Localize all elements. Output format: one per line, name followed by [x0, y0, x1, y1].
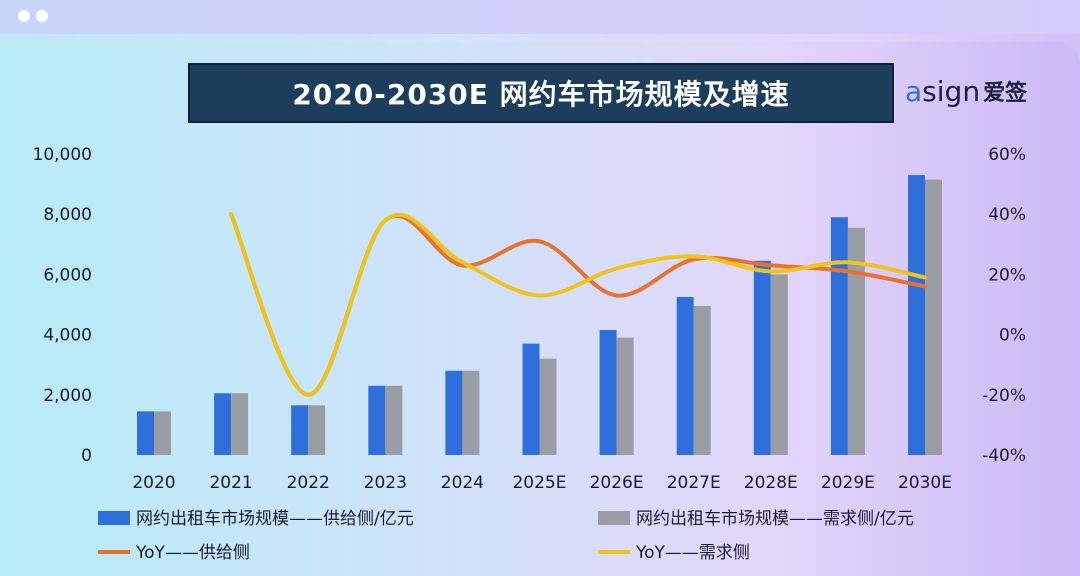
- y-tick-label: 8,000: [43, 205, 92, 225]
- bar-supply: [291, 405, 309, 455]
- chart-title: 2020-2030E 网约车市场规模及增速: [292, 78, 790, 111]
- legend-label: YoY——需求侧: [635, 543, 750, 563]
- x-tick-label: 2026E: [590, 473, 644, 493]
- y2-tick-label: 40%: [988, 205, 1026, 225]
- line-group: [229, 212, 927, 397]
- bar-demand: [616, 337, 634, 455]
- x-tick-label: 2029E: [821, 473, 875, 493]
- asign-logo: a sign 爱签: [905, 73, 1027, 109]
- x-tick-label: 2022: [287, 473, 330, 493]
- bar-supply: [137, 411, 154, 455]
- x-tick-label: 2025E: [512, 473, 566, 493]
- bar-demand: [770, 274, 788, 455]
- x-tick-label: 2024: [441, 473, 484, 493]
- bar-demand: [154, 411, 171, 455]
- bar-demand: [462, 370, 480, 455]
- x-tick-label: 2030E: [898, 473, 952, 493]
- bar-supply: [830, 217, 848, 455]
- bar-supply: [908, 175, 925, 455]
- legend-label: YoY——供给侧: [135, 543, 250, 563]
- x-tick-label: 2023: [364, 473, 407, 493]
- chart-title-banner: 2020-2030E 网约车市场规模及增速: [188, 63, 894, 123]
- bar-supply: [368, 385, 386, 455]
- window-title-bar: [0, 0, 1080, 34]
- y2-tick-label: 60%: [988, 145, 1026, 165]
- bar-supply: [522, 343, 540, 455]
- x-axis: 2020 2021 2022 2023 2024 2025E 2026E 2027E 2028E…: [132, 473, 952, 493]
- legend-swatch: [98, 511, 130, 525]
- logo-letters: sign: [922, 74, 981, 108]
- bar-demand: [231, 393, 249, 455]
- bar-demand: [847, 227, 865, 455]
- bar-demand: [385, 385, 403, 455]
- bar-demand: [308, 405, 326, 455]
- legend: 网约出租车市场规模——供给侧/亿元 网约出租车市场规模——需求侧/亿元 YoY——供…: [98, 509, 914, 563]
- bar-group: [137, 175, 942, 455]
- bar-supply: [753, 260, 771, 455]
- bar-demand: [693, 306, 711, 455]
- y2-tick-label: -40%: [982, 446, 1026, 466]
- legend-label: 网约出租车市场规模——需求侧/亿元: [636, 509, 914, 529]
- logo-chinese: 爱签: [983, 81, 1028, 106]
- y2-tick-label: -20%: [982, 386, 1026, 406]
- x-tick-label: 2027E: [667, 473, 721, 493]
- logo-letter-a: a: [905, 74, 923, 108]
- y-axis-right: -40% -20% 0% 20% 40% 60%: [982, 145, 1026, 466]
- x-tick-label: 2020: [132, 473, 175, 493]
- bar-supply: [445, 370, 463, 455]
- bar-supply: [214, 393, 232, 455]
- legend-label: 网约出租车市场规模——供给侧/亿元: [136, 509, 414, 529]
- y-axis-left: 0 2,000 4,000 6,000 8,000 10,000: [33, 145, 92, 466]
- x-tick-label: 2021: [209, 473, 252, 493]
- bar-demand: [925, 179, 942, 455]
- bar-supply: [599, 330, 617, 455]
- x-tick-label: 2028E: [744, 473, 798, 493]
- y-tick-label: 0: [81, 446, 92, 466]
- window-control-dot[interactable]: [18, 10, 30, 22]
- y-tick-label: 2,000: [43, 386, 92, 406]
- y-tick-label: 10,000: [33, 145, 92, 165]
- line-yoy-supply: [229, 212, 927, 397]
- bar-supply: [676, 296, 694, 455]
- line-yoy-demand: [229, 212, 927, 397]
- bar-demand: [539, 358, 557, 455]
- y-tick-label: 4,000: [43, 326, 92, 346]
- y2-tick-label: 20%: [988, 265, 1026, 285]
- y-tick-label: 6,000: [43, 265, 92, 285]
- window-control-dot[interactable]: [36, 10, 48, 22]
- legend-swatch: [598, 511, 630, 525]
- chart-panel: [0, 42, 1080, 576]
- y2-tick-label: 0%: [999, 326, 1026, 346]
